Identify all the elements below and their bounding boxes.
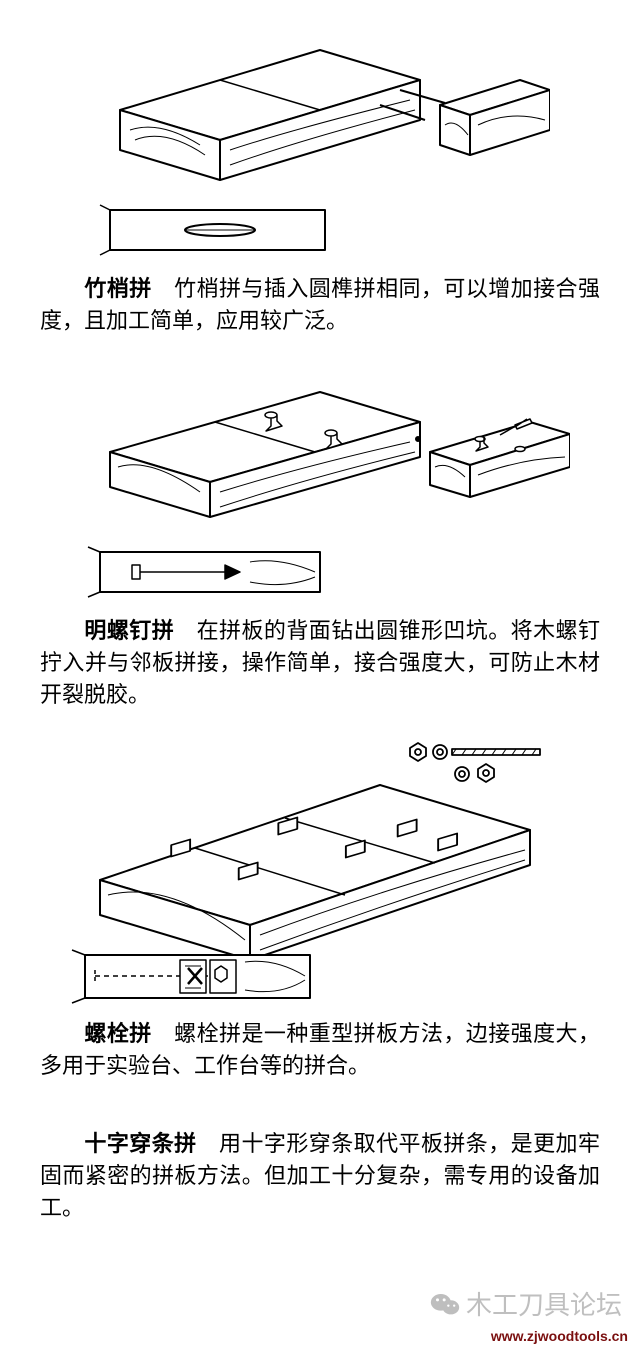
- heading-exposed-screw: 明螺钉拼: [84, 618, 174, 643]
- heading-bamboo-dowel: 竹梢拼: [84, 276, 152, 301]
- wechat-icon: [430, 1291, 460, 1317]
- diagram-exposed-screw: [70, 357, 570, 607]
- heading-cross-strip: 十字穿条拼: [84, 1131, 197, 1156]
- paragraph-bolt: 螺栓拼螺栓拼是一种重型拼板方法，边接强度大，多用于实验台、工作台等的拼合。: [40, 1018, 600, 1082]
- diagram-bolt: [60, 730, 580, 1010]
- diagram-bamboo-dowel: [90, 10, 550, 265]
- paragraph-cross-strip: 十字穿条拼用十字形穿条取代平板拼条，是更加牢固而紧密的拼板方法。但加工十分复杂，…: [40, 1128, 600, 1224]
- spacer: [40, 1102, 600, 1120]
- heading-bolt: 螺栓拼: [84, 1021, 152, 1046]
- watermark-text-label: 木工刀具论坛: [466, 1285, 622, 1322]
- watermark-url: www.zjwoodtools.cn: [491, 1328, 628, 1344]
- paragraph-exposed-screw: 明螺钉拼在拼板的背面钻出圆锥形凹坑。将木螺钉拧入并与邻板拼接，操作简单，接合强度…: [40, 615, 600, 711]
- paragraph-bamboo-dowel: 竹梢拼竹梢拼与插入圆榫拼相同，可以增加接合强度，且加工简单，应用较广泛。: [40, 273, 600, 337]
- document-page: 竹梢拼竹梢拼与插入圆榫拼相同，可以增加接合强度，且加工简单，应用较广泛。: [0, 0, 640, 1224]
- watermark-source: 木工刀具论坛: [430, 1285, 622, 1322]
